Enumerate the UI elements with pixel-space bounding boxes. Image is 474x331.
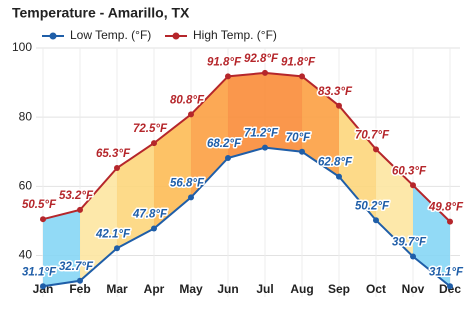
- series-line: [42, 71, 451, 223]
- y-tick-label: 100: [12, 40, 32, 54]
- range-band: [43, 209, 80, 287]
- range-band: [339, 105, 376, 221]
- value-label: 42.1°F: [95, 228, 131, 240]
- data-point: [77, 206, 83, 213]
- value-label: 50.5°F: [22, 199, 57, 211]
- value-label: 31.1°F: [429, 266, 464, 278]
- x-tick-label: Nov: [402, 282, 425, 296]
- range-band: [265, 72, 302, 152]
- value-label: 60.3°F: [392, 165, 427, 177]
- value-label: 72.5°F: [133, 123, 168, 135]
- legend-marker: [49, 32, 57, 40]
- value-label: 32.7°F: [59, 261, 94, 273]
- range-band: [413, 185, 450, 287]
- value-label: 47.8°F: [132, 209, 168, 221]
- legend-label: Low Temp. (°F): [70, 28, 151, 42]
- data-point: [188, 194, 194, 201]
- x-tick-label: Feb: [69, 282, 90, 296]
- data-point: [373, 146, 379, 153]
- value-label: 65.3°F: [96, 148, 131, 160]
- value-label: 91.8°F: [281, 56, 316, 68]
- legend-label: High Temp. (°F): [193, 28, 277, 42]
- range-band: [228, 72, 265, 158]
- x-tick-label: May: [179, 282, 203, 296]
- data-point: [299, 73, 305, 80]
- data-point: [447, 283, 453, 290]
- data-point: [447, 218, 453, 225]
- data-point: [410, 253, 416, 260]
- y-tick-label: 80: [19, 109, 33, 123]
- value-label: 80.8°F: [170, 94, 205, 106]
- x-tick-label: Apr: [144, 282, 165, 296]
- value-label: 39.7°F: [392, 237, 427, 249]
- range-band: [80, 168, 117, 281]
- x-tick-label: Sep: [328, 282, 350, 296]
- value-label: 50.2°F: [355, 200, 390, 212]
- data-point: [188, 111, 194, 118]
- legend-marker: [172, 32, 180, 40]
- data-point: [114, 165, 120, 172]
- x-tick-label: Mar: [106, 282, 128, 296]
- value-label: 91.8°F: [207, 56, 242, 68]
- range-band: [117, 143, 154, 249]
- data-point: [336, 102, 342, 109]
- data-point: [151, 225, 157, 232]
- range-band: [376, 149, 413, 257]
- value-label: 56.8°F: [170, 177, 205, 189]
- data-point: [262, 69, 268, 76]
- y-tick-label: 40: [19, 248, 33, 262]
- value-label: 62.8°F: [318, 157, 353, 169]
- chart-title: Temperature - Amarillo, TX: [12, 5, 190, 21]
- x-tick-label: Jul: [256, 282, 273, 296]
- y-tick-label: 60: [19, 179, 33, 193]
- x-tick-label: Oct: [366, 282, 386, 296]
- range-band: [302, 76, 339, 177]
- data-point: [336, 173, 342, 180]
- range-band: [154, 114, 191, 229]
- data-point: [299, 148, 305, 155]
- data-point: [225, 73, 231, 80]
- value-label: 70°F: [286, 132, 311, 144]
- data-point: [114, 245, 120, 252]
- data-point: [40, 216, 46, 223]
- data-point: [373, 217, 379, 224]
- value-label: 68.2°F: [207, 138, 242, 150]
- value-label: 83.3°F: [318, 86, 353, 98]
- x-tick-label: Aug: [290, 282, 313, 296]
- data-point: [77, 277, 83, 284]
- value-label: 92.8°F: [244, 53, 279, 65]
- value-label: 31.1°F: [22, 266, 57, 278]
- value-label: 49.8°F: [428, 202, 464, 214]
- value-label: 53.2°F: [59, 190, 94, 202]
- data-point: [225, 154, 231, 161]
- x-tick-label: Jun: [217, 282, 238, 296]
- data-point: [410, 182, 416, 189]
- value-label: 71.2°F: [244, 128, 279, 140]
- series-line: [42, 146, 451, 288]
- value-label: 70.7°F: [355, 129, 390, 141]
- data-point: [40, 283, 46, 290]
- data-point: [262, 144, 268, 151]
- data-point: [151, 140, 157, 147]
